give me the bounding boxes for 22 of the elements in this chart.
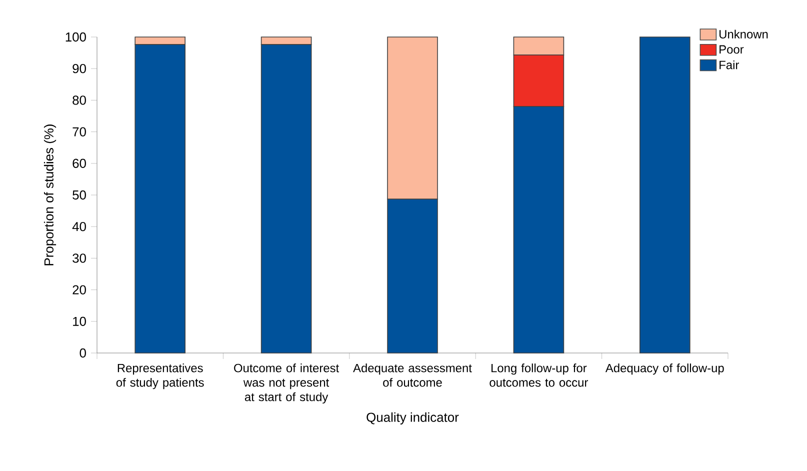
x-tick-label: Long follow-up for outcomes to occur [490,364,588,387]
y-tick-label: 90 [72,64,86,74]
bar [640,36,690,354]
y-tick-label: 40 [72,222,86,232]
y-tick-label: 60 [72,158,86,168]
x-tick-label: Adequacy of follow-up [605,364,724,375]
y-tick-label: 100 [66,32,86,42]
y-tick-label: 50 [72,190,86,200]
legend-label: Unknown [720,30,768,38]
x-tick-label: Outcome of interest was not present at start of study [234,364,340,404]
y-tick-label: 0 [80,348,86,358]
y-tick-label: 70 [72,127,86,136]
legend-label: Fair [720,60,739,70]
y-tick-label: 30 [72,254,86,263]
y-tick-label: 10 [73,316,86,326]
y-tick-label: 80 [72,96,86,105]
y-axis-title: Proportion of studies (%) [44,124,56,266]
x-tick-label: Adequate assessment of outcome [353,364,472,387]
y-tick-label: 20 [72,285,86,294]
x-tick-label: Representatives of study patients [116,364,204,390]
x-axis-title: Quality indicator [366,412,459,424]
legend-label: Poor [720,45,744,54]
